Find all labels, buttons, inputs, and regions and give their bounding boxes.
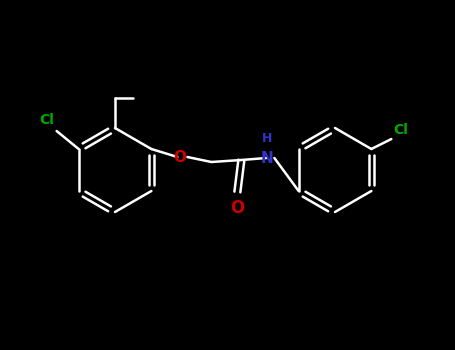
Text: O: O bbox=[173, 149, 186, 164]
Text: H: H bbox=[262, 132, 273, 145]
Text: O: O bbox=[230, 199, 244, 217]
Text: Cl: Cl bbox=[394, 123, 408, 137]
Text: Cl: Cl bbox=[39, 113, 54, 127]
Text: N: N bbox=[261, 150, 274, 166]
